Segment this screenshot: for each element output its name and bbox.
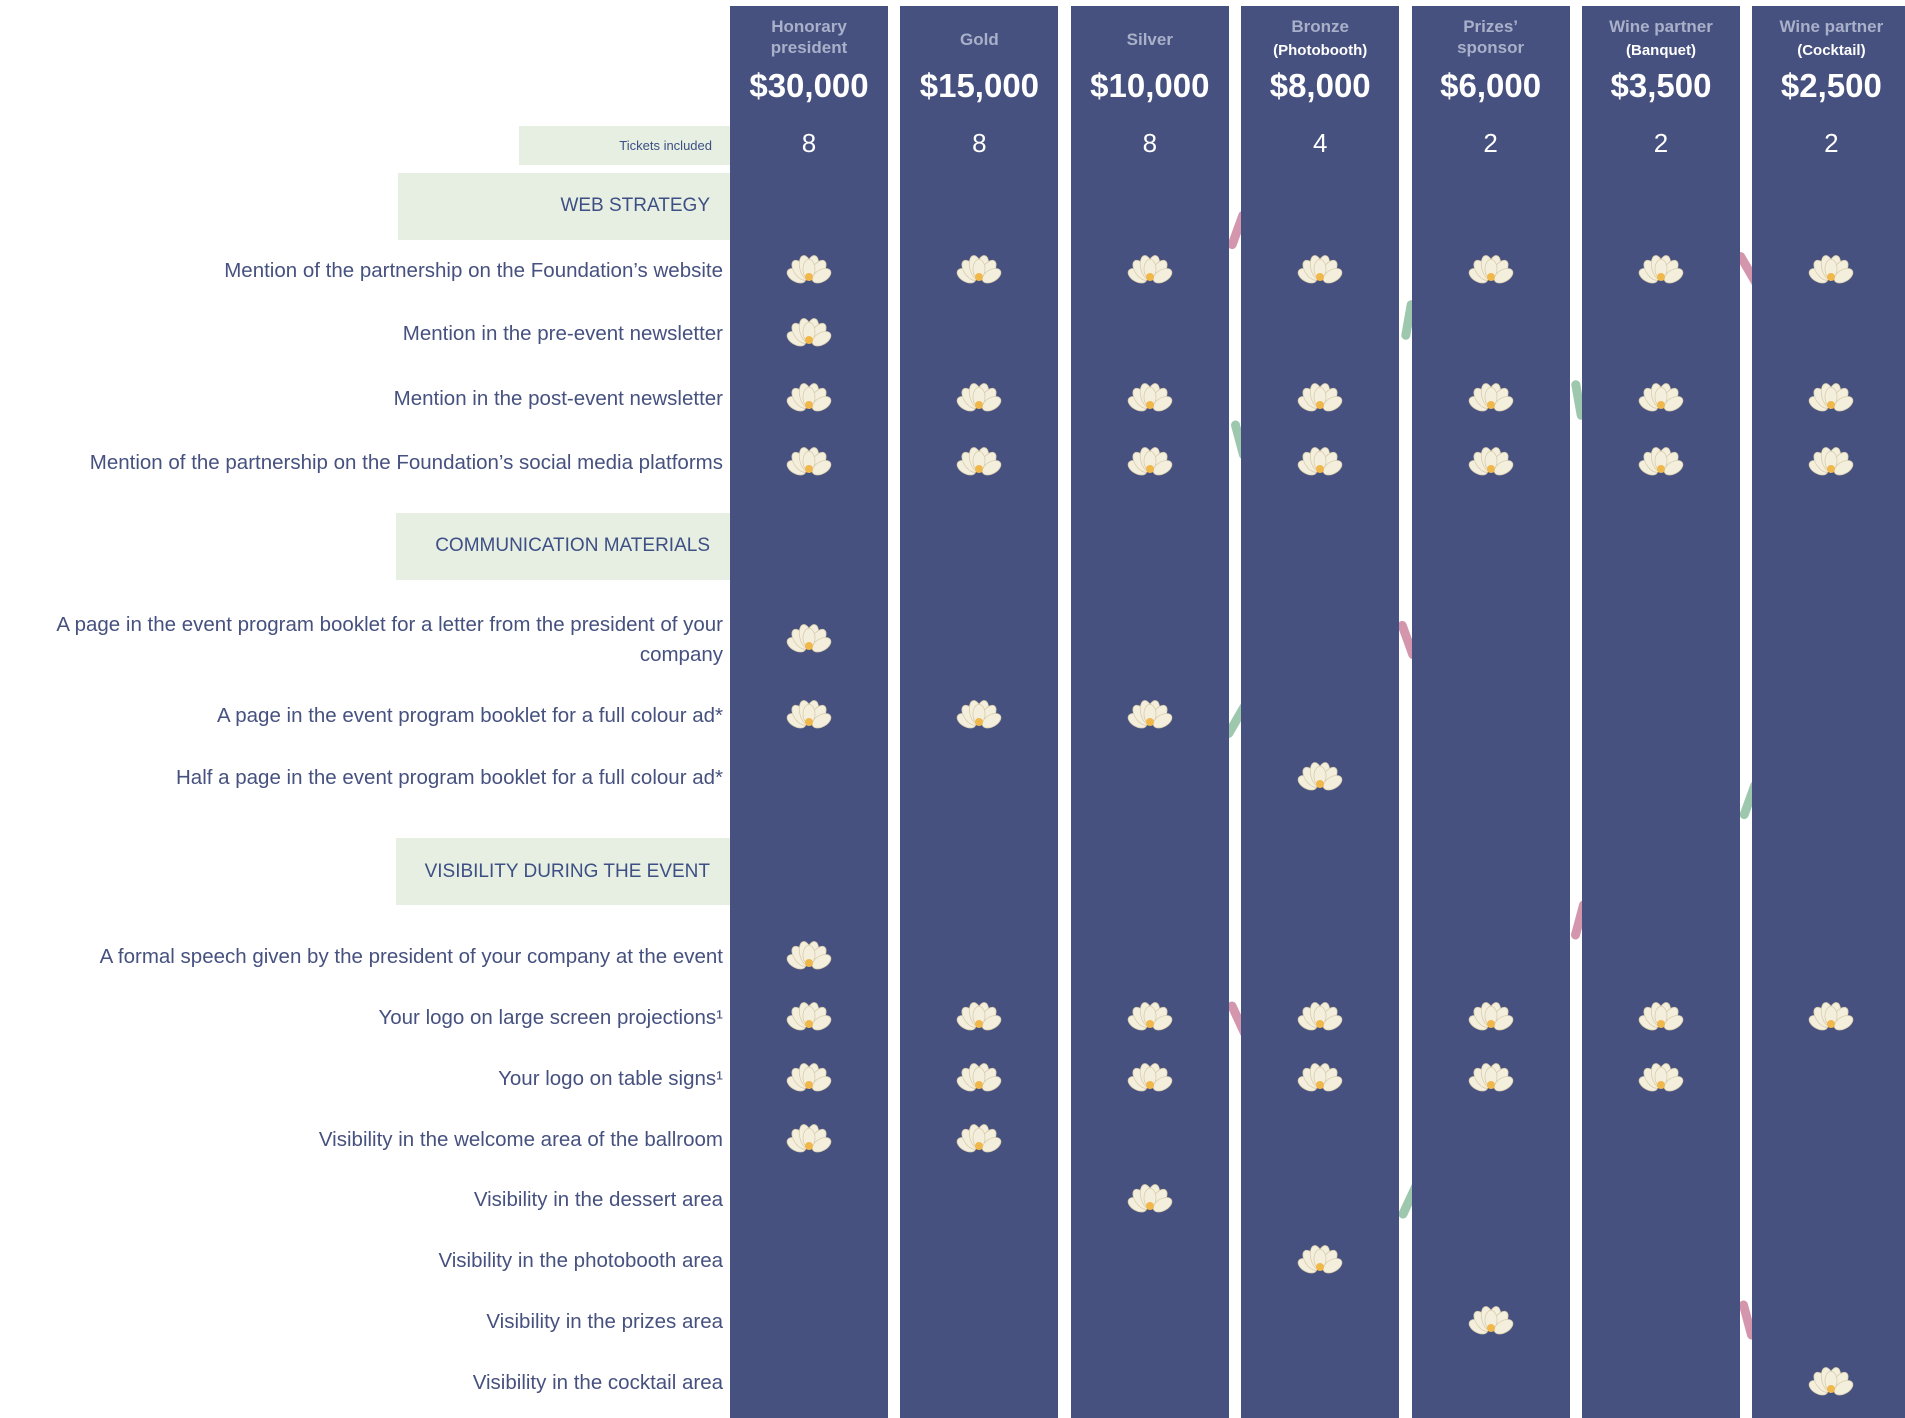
included-icon (1637, 1061, 1685, 1101)
tier-name: Gold (920, 29, 1038, 50)
tier-name: Bronze (1241, 16, 1399, 37)
tier-tickets: 4 (1241, 128, 1399, 159)
included-icon (785, 1000, 833, 1040)
included-icon (785, 1122, 833, 1162)
row-label: Half a page in the event program booklet… (176, 763, 723, 793)
row-label: Visibility in the photobooth area (438, 1246, 723, 1276)
included-icon (785, 698, 833, 738)
tier-price: $6,000 (1412, 67, 1570, 105)
tier-price: $30,000 (730, 67, 888, 105)
row-label: Mention in the post-event newsletter (394, 384, 723, 414)
included-icon (785, 622, 833, 662)
included-icon (1126, 698, 1174, 738)
included-icon (1126, 253, 1174, 293)
row-label: Visibility in the prizes area (486, 1307, 723, 1337)
included-icon (1467, 1000, 1515, 1040)
tier-price: $10,000 (1071, 67, 1229, 105)
tier-price: $2,500 (1752, 67, 1905, 105)
section-header: VISIBILITY DURING THE EVENT (396, 838, 730, 905)
tier-tickets: 8 (1071, 128, 1229, 159)
included-icon (1296, 1000, 1344, 1040)
included-icon (1807, 381, 1855, 421)
section-header: WEB STRATEGY (398, 173, 730, 240)
included-icon (1467, 1061, 1515, 1101)
row-label: Your logo on table signs¹ (498, 1064, 723, 1094)
tier-price: $8,000 (1241, 67, 1399, 105)
tier-sub: (Cocktail) (1752, 42, 1905, 59)
included-icon (1126, 1182, 1174, 1222)
tier-price: $15,000 (900, 67, 1058, 105)
row-label: Mention of the partnership on the Founda… (90, 448, 723, 478)
row-label: Visibility in the cocktail area (473, 1368, 723, 1398)
tier-column (1412, 6, 1570, 1418)
tier-tickets: 2 (1582, 128, 1740, 159)
tier-price: $3,500 (1582, 67, 1740, 105)
included-icon (955, 1000, 1003, 1040)
included-icon (785, 381, 833, 421)
included-icon (1467, 1304, 1515, 1344)
tier-column (1582, 6, 1740, 1418)
included-icon (1296, 253, 1344, 293)
included-icon (1296, 1243, 1344, 1283)
tier-sub: (Banquet) (1582, 42, 1740, 59)
tier-name: Wine partner (1582, 16, 1740, 37)
tier-column (1241, 6, 1399, 1418)
row-label: Visibility in the dessert area (474, 1185, 723, 1215)
included-icon (785, 253, 833, 293)
row-label: A page in the event program booklet for … (217, 701, 723, 731)
included-icon (1296, 381, 1344, 421)
row-label: Visibility in the welcome area of the ba… (319, 1125, 723, 1155)
included-icon (1296, 760, 1344, 800)
included-icon (1807, 445, 1855, 485)
included-icon (1637, 381, 1685, 421)
row-label: Your logo on large screen projections¹ (378, 1003, 723, 1033)
tier-name: Wine partner (1752, 16, 1905, 37)
tier-name: Honorary president (750, 16, 868, 58)
row-label: A page in the event program booklet for … (23, 610, 723, 670)
included-icon (1807, 1000, 1855, 1040)
tier-tickets: 2 (1412, 128, 1570, 159)
included-icon (1126, 1000, 1174, 1040)
included-icon (955, 1122, 1003, 1162)
section-header: COMMUNICATION MATERIALS (396, 513, 730, 580)
included-icon (1296, 1061, 1344, 1101)
included-icon (1807, 1365, 1855, 1405)
included-icon (1126, 1061, 1174, 1101)
included-icon (785, 316, 833, 356)
included-icon (1126, 381, 1174, 421)
included-icon (785, 445, 833, 485)
included-icon (1467, 445, 1515, 485)
included-icon (1467, 381, 1515, 421)
tier-column (1752, 6, 1905, 1418)
tier-tickets: 2 (1752, 128, 1905, 159)
included-icon (1637, 253, 1685, 293)
row-label: A formal speech given by the president o… (100, 942, 723, 972)
tier-tickets: 8 (900, 128, 1058, 159)
sponsorship-table: Honorary president $30,000 8 Gold $15,000 8 Si… (0, 0, 1905, 1418)
included-icon (955, 253, 1003, 293)
tier-name: Silver (1091, 29, 1209, 50)
tickets-label: Tickets included (519, 126, 730, 165)
included-icon (785, 1061, 833, 1101)
included-icon (1637, 1000, 1685, 1040)
included-icon (785, 939, 833, 979)
row-label: Mention of the partnership on the Founda… (224, 256, 723, 286)
included-icon (1296, 445, 1344, 485)
included-icon (955, 698, 1003, 738)
tier-tickets: 8 (730, 128, 888, 159)
included-icon (955, 381, 1003, 421)
row-label: Mention in the pre-event newsletter (403, 319, 723, 349)
included-icon (1467, 253, 1515, 293)
included-icon (1126, 445, 1174, 485)
tier-sub: (Photobooth) (1241, 42, 1399, 59)
included-icon (955, 445, 1003, 485)
tier-name: Prizes’ sponsor (1432, 16, 1550, 58)
included-icon (1637, 445, 1685, 485)
included-icon (955, 1061, 1003, 1101)
included-icon (1807, 253, 1855, 293)
